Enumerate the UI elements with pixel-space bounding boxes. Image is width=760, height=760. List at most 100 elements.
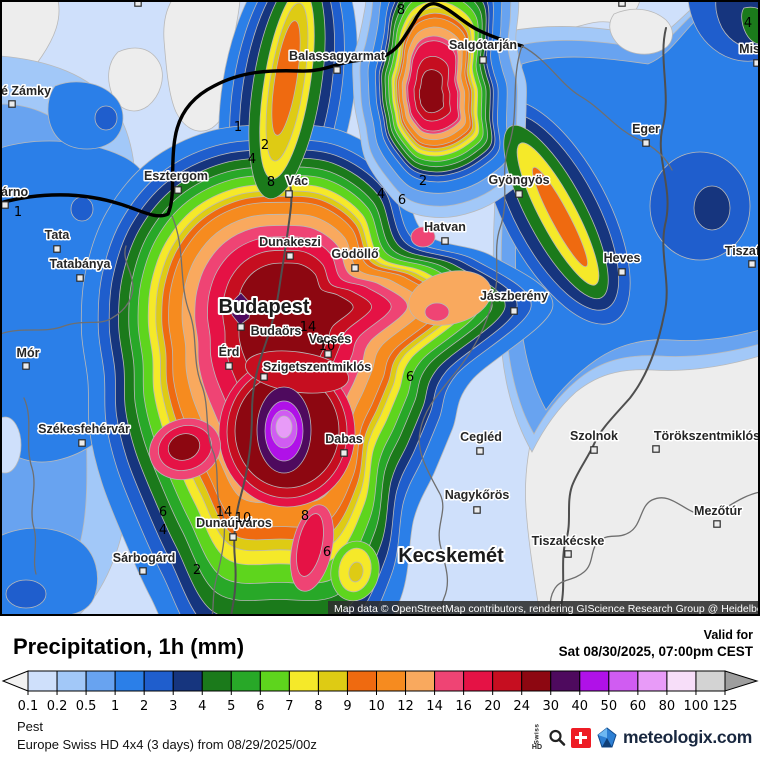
city-marker-Szigetszentmiklós[interactable]	[260, 373, 268, 381]
city-marker-Mór[interactable]	[22, 362, 30, 370]
city-label: árno	[1, 185, 28, 199]
city-marker-Gödöllő[interactable]	[351, 264, 359, 272]
legend-tick-label: 40	[572, 699, 589, 714]
city-marker-Sárbogárd[interactable]	[139, 567, 147, 575]
city-marker-Vác[interactable]	[285, 190, 293, 198]
contour-label: 8	[397, 3, 405, 18]
city-marker-árno[interactable]	[1, 201, 9, 209]
city-marker-Szolnok[interactable]	[590, 446, 598, 454]
county-border-komarom	[0, 245, 134, 335]
legend-tick-label: 8	[314, 699, 322, 714]
city-marker-Mezőtúr[interactable]	[713, 520, 721, 528]
city-marker-Nagykőrös[interactable]	[473, 506, 481, 514]
city-label: Esztergom	[144, 169, 208, 183]
legend-tick-label: 4	[198, 699, 206, 714]
city-marker[interactable]	[134, 0, 142, 7]
city-marker-Salgótarján[interactable]	[479, 56, 487, 64]
city-marker-Tiszaf[interactable]	[748, 260, 756, 268]
contour-label: 2	[193, 563, 201, 578]
city-marker-Tiszakécske[interactable]	[564, 550, 572, 558]
contour-label: 4	[377, 187, 385, 202]
city-label: Jászberény	[480, 289, 548, 303]
legend-tick-label: 100	[684, 699, 709, 714]
legend-color-segment	[114, 670, 145, 692]
city-marker-é Zámky[interactable]	[8, 100, 16, 108]
legend-panel: Precipitation, 1h (mm) Valid for Sat 08/…	[0, 616, 760, 760]
city-marker-Érd[interactable]	[225, 362, 233, 370]
county-border-west	[171, 215, 226, 616]
city-marker-Balassagyarmat[interactable]	[333, 66, 341, 74]
valid-time-block: Valid for Sat 08/30/2025, 07:00pm CEST	[559, 628, 753, 659]
dry-patch-ne	[609, 8, 673, 55]
city-label: Salgótarján	[449, 38, 517, 52]
city-marker-Mis[interactable]	[753, 59, 760, 67]
legend-tick-label: 3	[169, 699, 177, 714]
legend-color-segment	[288, 670, 319, 692]
map-attribution: Map data © OpenStreetMap contributors, r…	[328, 601, 760, 616]
county-border-fejer	[23, 397, 37, 575]
city-marker-Budapest[interactable]	[237, 323, 245, 331]
city-marker-Cegléd[interactable]	[476, 447, 484, 455]
legend-tick-label: 50	[601, 699, 618, 714]
legend-color-segment	[259, 670, 290, 692]
city-label: Heves	[604, 251, 641, 265]
swiss-flag-icon	[570, 727, 591, 748]
legend-title: Precipitation, 1h (mm)	[13, 634, 245, 659]
legend-color-segment	[637, 670, 668, 692]
legend-tick-label: 0.2	[47, 699, 68, 714]
legend-color-segment	[85, 670, 116, 692]
legend-tick-label: 30	[542, 699, 559, 714]
legend-tick-label: 125	[713, 699, 738, 714]
city-label: Tiszakécske	[532, 534, 605, 548]
city-marker-Tatabánya[interactable]	[76, 274, 84, 282]
city-marker-Dunakeszi[interactable]	[286, 252, 294, 260]
city-label: Szolnok	[570, 429, 618, 443]
swiss-hd-badge: Swiss HD	[531, 724, 543, 751]
city-label: Tata	[45, 228, 71, 242]
city-marker-Dunaújváros[interactable]	[229, 533, 237, 541]
city-label: Budapest	[218, 296, 309, 318]
city-marker-Jászberény[interactable]	[510, 307, 518, 315]
contour-label: 8	[267, 175, 275, 190]
legend-color-segment	[695, 670, 726, 692]
city-marker-Törökszentmiklós[interactable]	[652, 445, 660, 453]
region-label: Pest	[17, 719, 44, 734]
city-marker-Eger[interactable]	[642, 139, 650, 147]
contour-label: 4	[159, 523, 167, 538]
map-canvas[interactable]: Balassagyarmat Salgótarján é Zámky árno Eszt…	[0, 0, 760, 616]
brand-logo[interactable]: Swiss HD meteologix.com	[531, 724, 752, 751]
city-label: Hatvan	[424, 220, 466, 234]
legend-tick-label: 0.1	[18, 699, 39, 714]
contour-label: 6	[406, 370, 414, 385]
hd-label: HD	[531, 744, 543, 751]
county-border-east	[418, 45, 523, 616]
color-scale-bar: 0.1 0.2 0.5 1 2 3 4 5 6 7 8 9 10 12 14 16 20 24 30 40 50 60 80…	[1, 670, 759, 714]
legend-tick-label: 5	[227, 699, 235, 714]
city-marker[interactable]	[618, 0, 626, 7]
city-label: é Zámky	[1, 84, 51, 98]
city-marker-Dabas[interactable]	[340, 449, 348, 457]
city-label: Gödöllő	[331, 247, 379, 261]
contour-label: 10	[319, 339, 336, 354]
legend-tick-label: 80	[659, 699, 676, 714]
city-marker-Vecsés[interactable]	[324, 350, 332, 358]
legend-tick-label: 7	[285, 699, 293, 714]
legend-tick-label: 10	[368, 699, 385, 714]
legend-left-arrow	[1, 670, 29, 692]
contour-label: 2	[419, 174, 427, 189]
city-label: Érd	[219, 344, 240, 359]
city-marker-Gyöngyös[interactable]	[515, 190, 523, 198]
city-label: Nagykőrös	[445, 488, 510, 502]
city-marker-Hatvan[interactable]	[441, 237, 449, 245]
city-label: Mis	[739, 42, 760, 56]
city-label: Székesfehérvár	[38, 422, 130, 436]
brand-name[interactable]: meteologix.com	[622, 727, 752, 747]
magnifier-icon[interactable]	[548, 729, 566, 747]
city-marker-Székesfehérvár[interactable]	[78, 439, 86, 447]
precipitation-map[interactable]: Balassagyarmat Salgótarján é Zámky árno Eszt…	[0, 0, 760, 616]
city-marker-Heves[interactable]	[618, 268, 626, 276]
city-marker-Tata[interactable]	[53, 245, 61, 253]
danube-river-line	[230, 175, 293, 616]
city-marker-Esztergom[interactable]	[174, 186, 182, 194]
contour-label: 8	[301, 509, 309, 524]
